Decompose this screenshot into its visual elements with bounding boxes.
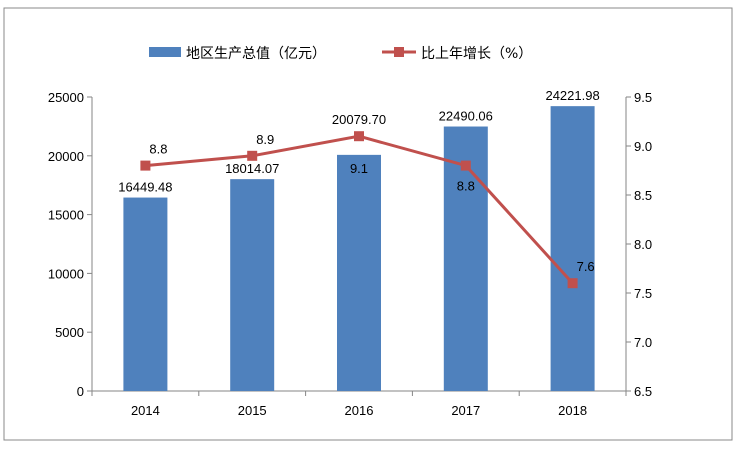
bar <box>337 154 381 391</box>
legend-bar-swatch <box>149 47 181 57</box>
x-tick-label: 2018 <box>558 403 587 418</box>
legend-line-marker <box>394 47 404 57</box>
right-tick-label: 8.5 <box>634 188 652 203</box>
line-point <box>140 160 151 171</box>
line-point <box>247 150 258 161</box>
line-point <box>354 131 364 142</box>
right-tick-label: 6.5 <box>634 384 652 399</box>
right-tick-label: 9.5 <box>634 90 652 105</box>
line-data-label: 8.8 <box>149 142 167 157</box>
bar <box>123 197 168 391</box>
bar-data-label: 22490.06 <box>439 109 493 124</box>
right-tick-label: 7.0 <box>634 335 652 350</box>
line-point <box>567 278 578 289</box>
x-tick-label: 2017 <box>451 403 480 418</box>
bar-data-label: 16449.48 <box>118 180 172 195</box>
left-tick-label: 25000 <box>48 90 84 105</box>
line-data-label: 9.1 <box>350 161 368 176</box>
x-tick-label: 2015 <box>238 403 267 418</box>
bar-data-label: 20079.70 <box>332 112 386 127</box>
x-tick-label: 2016 <box>345 403 374 418</box>
legend: 地区生产总值（亿元） 比上年增长（%） <box>149 46 532 62</box>
line-data-label: 8.8 <box>457 179 475 194</box>
right-tick-label: 9.0 <box>634 139 652 154</box>
bar <box>230 179 275 391</box>
left-tick-label: 15000 <box>48 208 84 223</box>
line-data-label: 7.6 <box>577 259 595 274</box>
x-tick-label: 2014 <box>131 403 160 418</box>
left-tick-label: 5000 <box>55 325 84 340</box>
bar-data-label: 24221.98 <box>545 88 599 103</box>
bar <box>550 106 595 392</box>
left-tick-label: 10000 <box>48 266 84 281</box>
legend-bar-label: 地区生产总值（亿元） <box>186 46 326 62</box>
left-tick-label: 20000 <box>48 149 84 164</box>
bar-data-label: 18014.07 <box>225 161 279 176</box>
right-tick-label: 8.0 <box>634 237 652 252</box>
left-tick-label: 0 <box>77 384 84 399</box>
legend-line-label: 比上年增长（%） <box>421 46 532 62</box>
line-data-label: 8.9 <box>256 132 274 147</box>
right-tick-label: 7.5 <box>634 286 652 301</box>
line-point <box>460 160 471 171</box>
